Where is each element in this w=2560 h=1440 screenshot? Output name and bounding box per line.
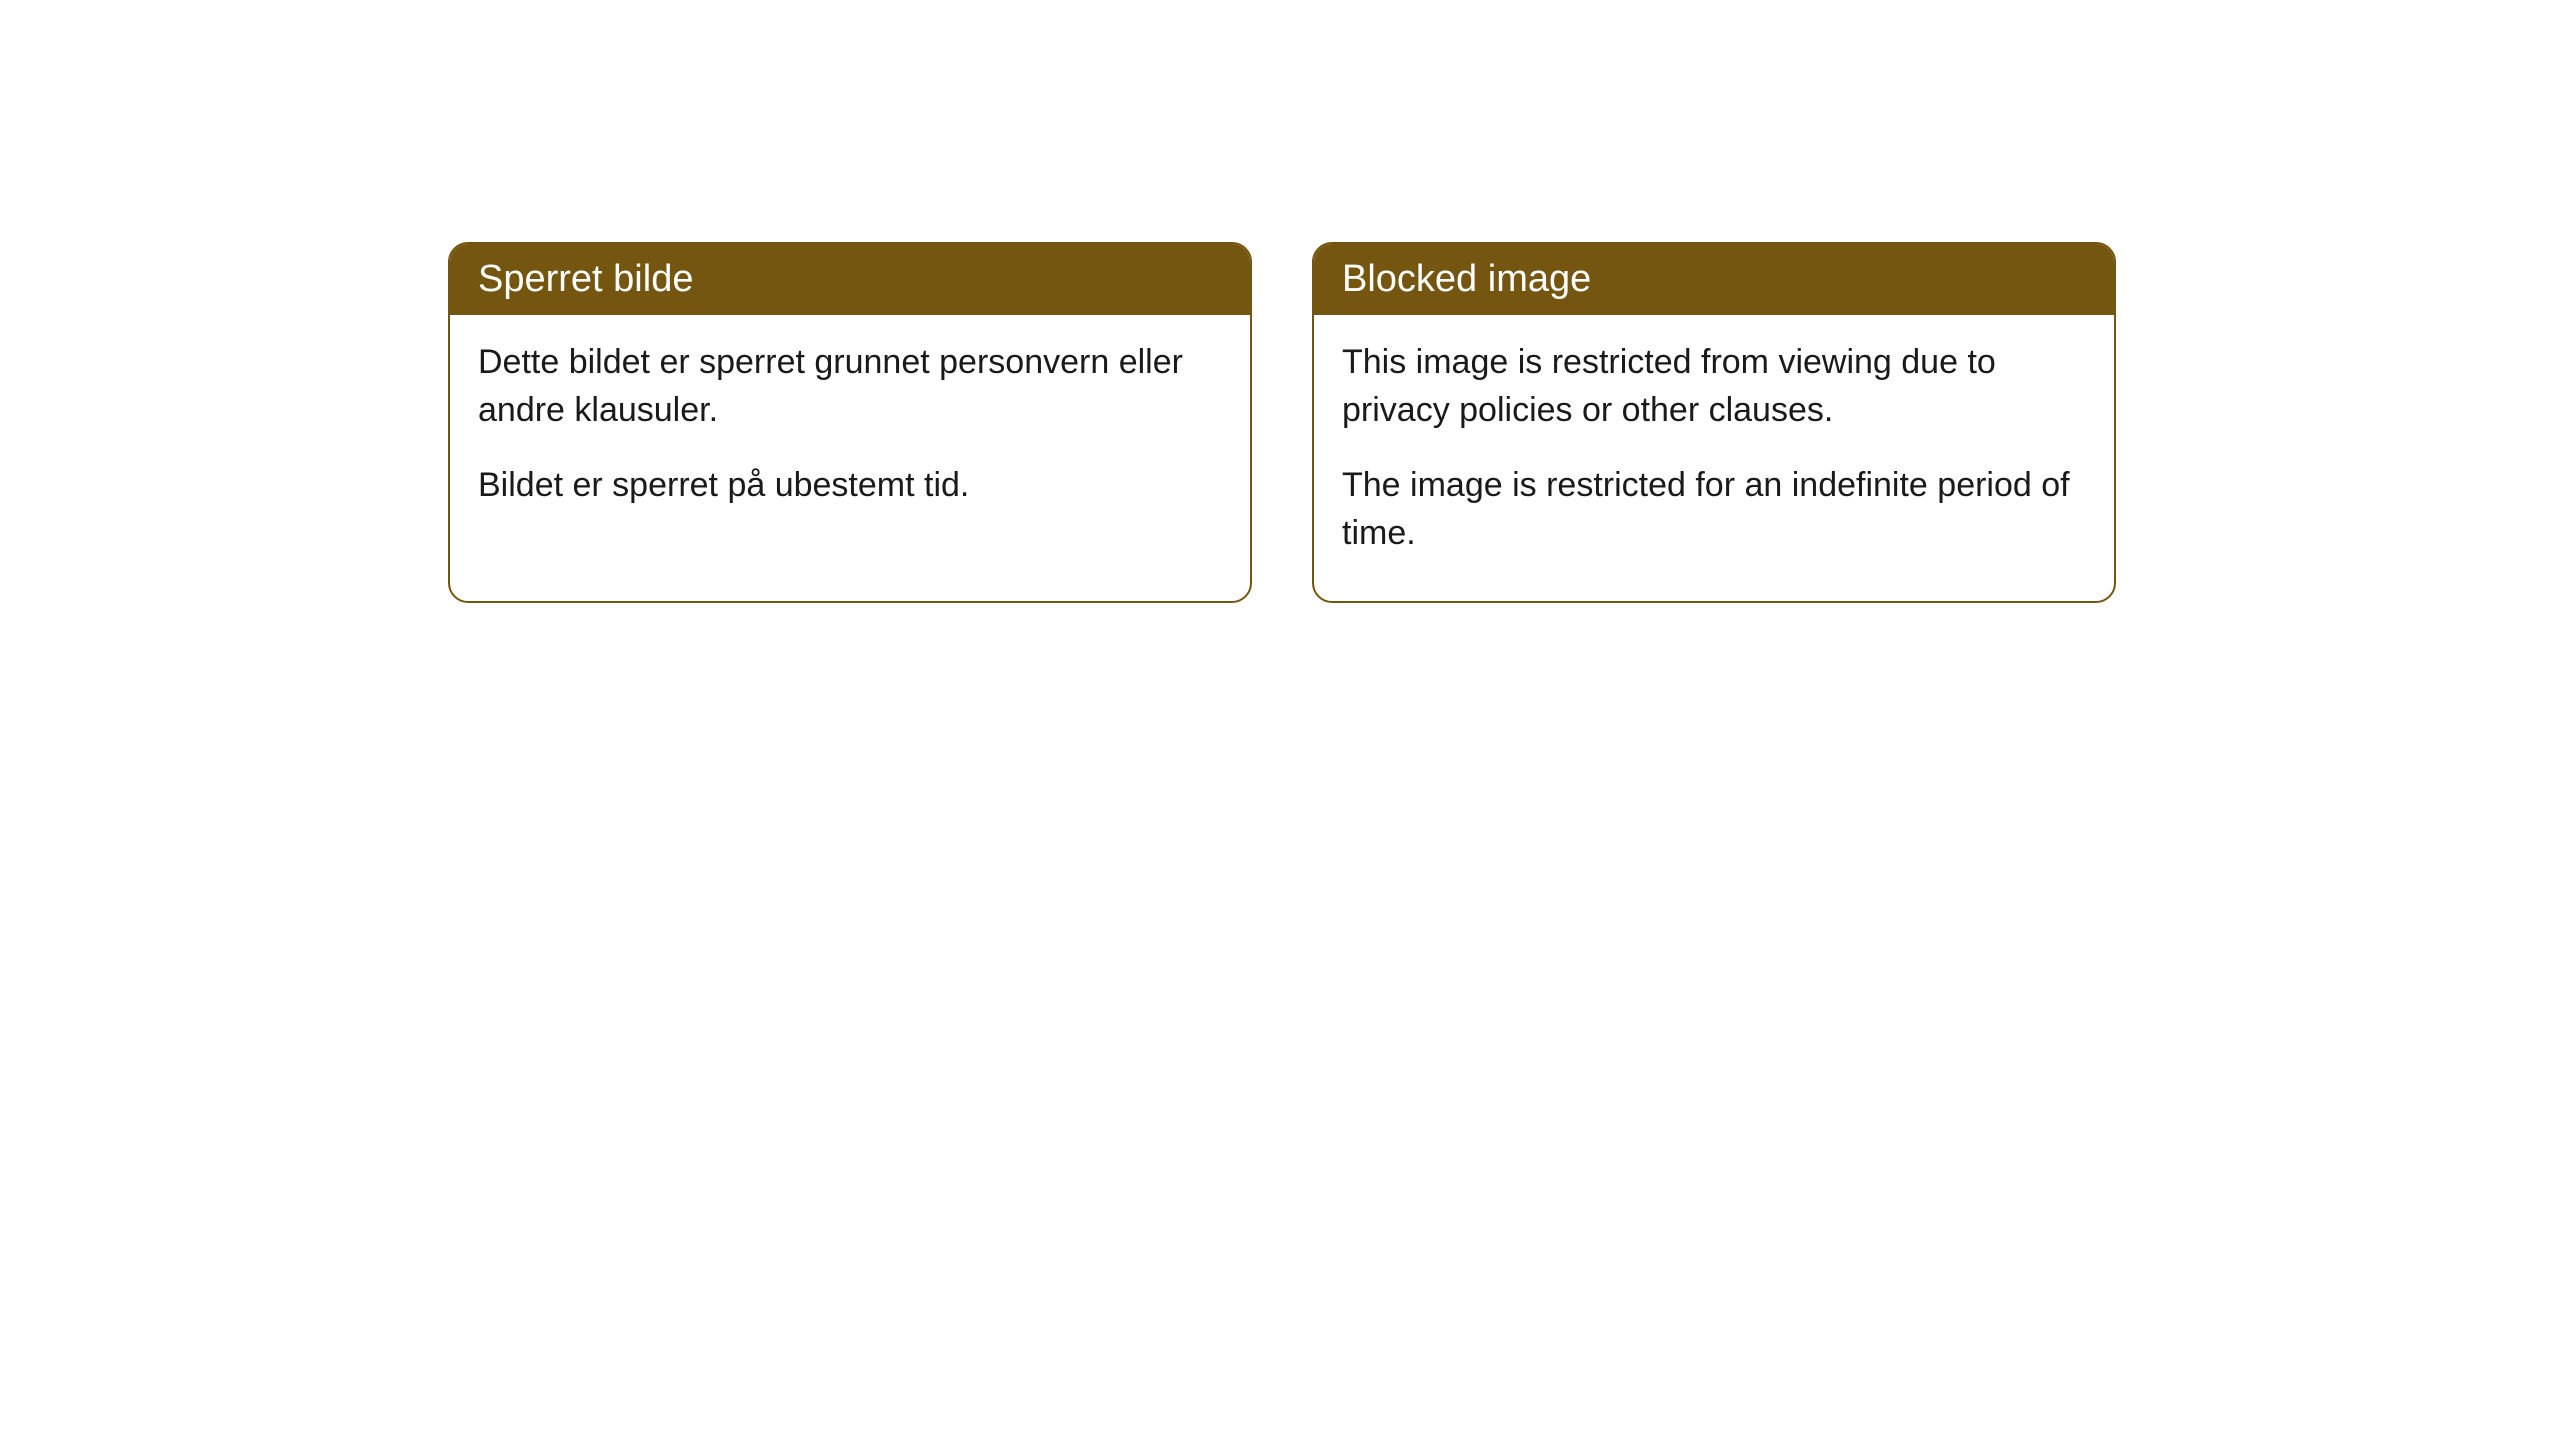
- card-header-norwegian: Sperret bilde: [450, 244, 1250, 315]
- blocked-image-card-norwegian: Sperret bilde Dette bildet er sperret gr…: [448, 242, 1252, 603]
- card-text-line2-english: The image is restricted for an indefinit…: [1342, 462, 2086, 557]
- card-text-line1-english: This image is restricted from viewing du…: [1342, 339, 2086, 434]
- blocked-image-card-english: Blocked image This image is restricted f…: [1312, 242, 2116, 603]
- card-header-english: Blocked image: [1314, 244, 2114, 315]
- card-body-english: This image is restricted from viewing du…: [1314, 315, 2114, 601]
- card-text-line1-norwegian: Dette bildet er sperret grunnet personve…: [478, 339, 1222, 434]
- card-text-line2-norwegian: Bildet er sperret på ubestemt tid.: [478, 462, 1222, 510]
- card-body-norwegian: Dette bildet er sperret grunnet personve…: [450, 315, 1250, 554]
- notice-cards-container: Sperret bilde Dette bildet er sperret gr…: [448, 242, 2116, 603]
